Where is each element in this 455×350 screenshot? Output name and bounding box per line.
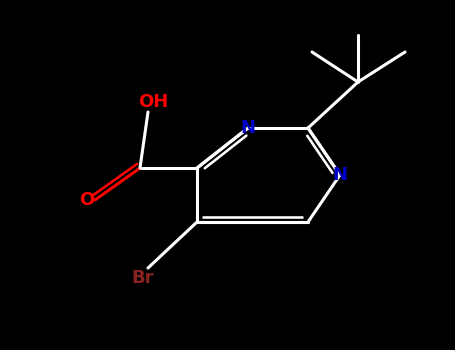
Text: OH: OH: [138, 93, 168, 111]
Text: N: N: [241, 119, 256, 137]
Text: N: N: [333, 166, 348, 184]
Text: O: O: [79, 191, 95, 209]
Text: Br: Br: [132, 269, 154, 287]
